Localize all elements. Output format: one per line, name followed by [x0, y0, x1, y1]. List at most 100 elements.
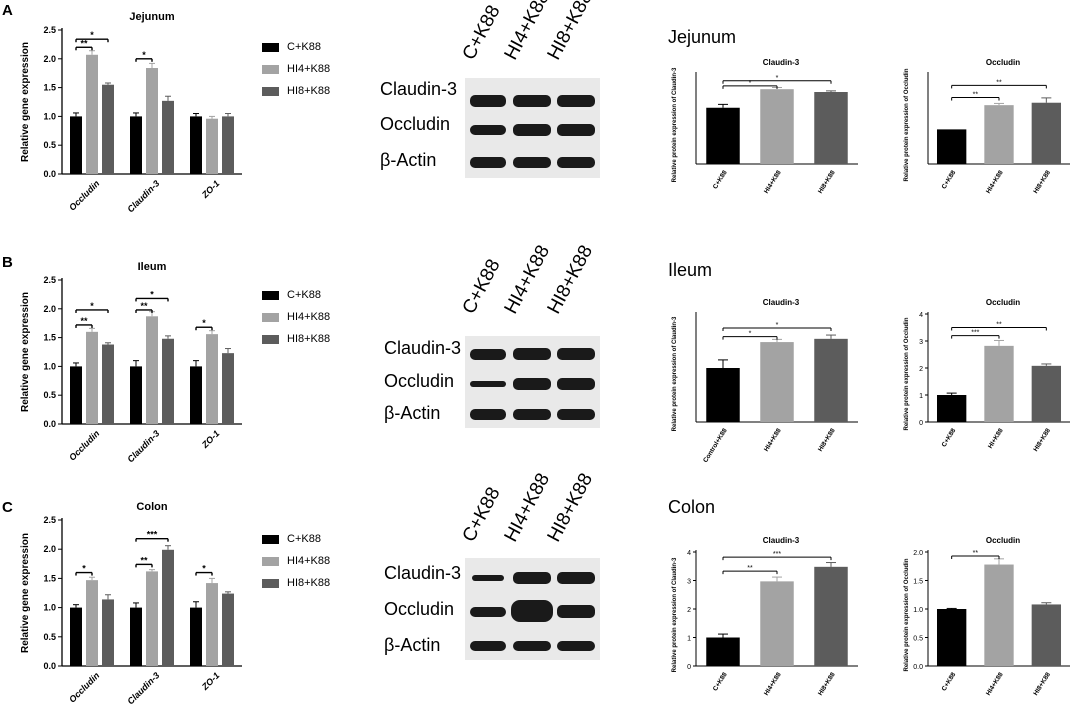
y-tick-label: 1	[687, 636, 691, 643]
chart-title: Jejunum	[129, 11, 174, 23]
y-tick-label: 0.0	[43, 661, 56, 671]
bar	[984, 564, 1014, 666]
y-axis-label: Relative protein expression of Occludin	[904, 558, 910, 671]
bar	[936, 129, 967, 164]
y-axis-label: Relative gene expression	[20, 533, 31, 653]
x-tick-label: Occludin	[67, 670, 102, 705]
y-axis-label: Relative gene expression	[20, 292, 31, 412]
chart-title: Occludin	[986, 298, 1020, 307]
x-tick-label: HI8+K88	[817, 169, 837, 195]
y-tick-label: 1.5	[43, 83, 56, 93]
y-tick-label: 1.0	[43, 603, 56, 613]
significance-label: **	[973, 92, 979, 99]
bar	[760, 342, 794, 422]
y-axis-label: Relative protein expression of Occludin	[904, 317, 910, 430]
x-tick-label: HI8+K88	[1032, 671, 1052, 697]
significance-label: *	[202, 564, 206, 574]
y-tick-label: 1.0	[43, 111, 56, 121]
y-tick-label: 2.5	[43, 25, 56, 35]
significance-label: *	[150, 289, 154, 299]
y-tick-label: 2.0	[43, 304, 56, 314]
blot-label-actin: β-Actin	[380, 150, 437, 170]
legend-item: HI4+K88	[262, 306, 330, 328]
lane-label: C+K88	[458, 483, 505, 546]
legend: C+K88 HI4+K88 HI8+K88	[262, 36, 330, 102]
y-tick-label: 1.5	[43, 333, 56, 343]
legend-item: HI4+K88	[262, 550, 330, 572]
legend: C+K88 HI4+K88 HI8+K88	[262, 284, 330, 350]
bar	[984, 105, 1014, 164]
lane-label: C+K88	[458, 1, 505, 64]
bar	[70, 607, 82, 666]
x-tick-label: HI4+K88	[985, 671, 1005, 697]
blot-lane-labels: C+K88 HI4+K88 HI8+K88	[459, 242, 610, 326]
bar	[130, 607, 142, 666]
chart-title: Occludin	[986, 536, 1020, 545]
y-tick-label: 0.0	[43, 169, 56, 179]
blot-label-occludin: Occludin	[384, 599, 455, 619]
significance-label: **	[996, 322, 1002, 329]
significance-label: **	[973, 550, 979, 557]
protein-chart-a-occludin: Occludin Relative protein expression of O…	[904, 58, 1070, 195]
chart-title: Ileum	[138, 261, 167, 273]
x-tick-label: HI4+K88	[985, 169, 1005, 195]
y-tick-label: 2.5	[43, 515, 56, 525]
y-tick-label: 3	[919, 339, 923, 346]
x-tick-label: Occludin	[67, 428, 102, 463]
x-tick-label: C+K88	[941, 169, 958, 190]
bar	[706, 107, 740, 164]
x-tick-label: ZO-1	[199, 178, 221, 200]
significance-label: *	[142, 50, 146, 60]
bar	[760, 89, 794, 164]
western-blot-b	[465, 336, 600, 428]
significance-label: **	[996, 79, 1002, 86]
protein-chart-c-occludin: Occludin Relative protein expression of O…	[904, 536, 1070, 697]
significance-label: *	[749, 80, 752, 87]
legend-item: HI4+K88	[262, 58, 330, 80]
significance-label: **	[747, 565, 753, 572]
bar	[222, 116, 234, 174]
bar	[206, 118, 218, 174]
y-tick-label: 0.0	[913, 664, 923, 671]
bar	[86, 331, 98, 424]
y-axis-label: Relative gene expression	[20, 42, 31, 162]
y-axis-label: Relative protein expression of Occludin	[904, 68, 910, 181]
x-tick-label: Claudin-3	[125, 670, 161, 706]
bar	[984, 345, 1014, 422]
row-b: B Ileum Relative gene expression 0.0 0.5 1.0…	[0, 240, 1084, 478]
y-tick-label: 3	[687, 579, 691, 586]
y-tick-label: 2.0	[43, 544, 56, 554]
chart-title: Colon	[136, 501, 167, 513]
x-tick-label: HI8+K88	[817, 427, 837, 453]
bar	[706, 637, 740, 666]
x-tick-label: C+K88	[712, 671, 729, 692]
significance-label: **	[80, 38, 88, 48]
legend-item: C+K88	[262, 528, 330, 550]
gene-chart-c: Colon Relative gene expression 0.0 0.5 1.0 1.…	[20, 501, 242, 706]
y-tick-label: 0.5	[43, 632, 56, 642]
bar	[814, 92, 848, 164]
panel-letter: C	[2, 499, 13, 516]
y-tick-label: 1.0	[43, 361, 56, 371]
y-tick-label: 0	[919, 420, 923, 427]
bar	[146, 68, 158, 174]
bar	[70, 116, 82, 174]
blot-label-claudin: Claudin-3	[384, 563, 462, 583]
panel-letter: B	[2, 254, 13, 271]
lane-label: C+K88	[458, 255, 505, 318]
x-tick-label: ZO-1	[199, 428, 221, 450]
significance-label: ***	[773, 551, 781, 558]
y-tick-label: 1.0	[913, 607, 923, 614]
bar	[1031, 365, 1062, 422]
blot-label-actin: β-Actin	[384, 635, 441, 655]
chart-title: Claudin-3	[763, 298, 800, 307]
y-tick-label: 0.5	[43, 140, 56, 150]
significance-label: ***	[971, 330, 979, 337]
y-tick-label: 0.0	[43, 419, 56, 429]
protein-chart-b-occludin: Occludin Relative protein expression of O…	[904, 298, 1070, 453]
y-tick-label: 2.0	[913, 550, 923, 557]
y-axis-label: Relative protein expression of Claudin-3	[672, 67, 678, 182]
western-blot-c	[465, 558, 600, 660]
x-tick-label: Claudin-3	[125, 178, 161, 214]
x-tick-label: HI4+K88	[763, 169, 783, 195]
